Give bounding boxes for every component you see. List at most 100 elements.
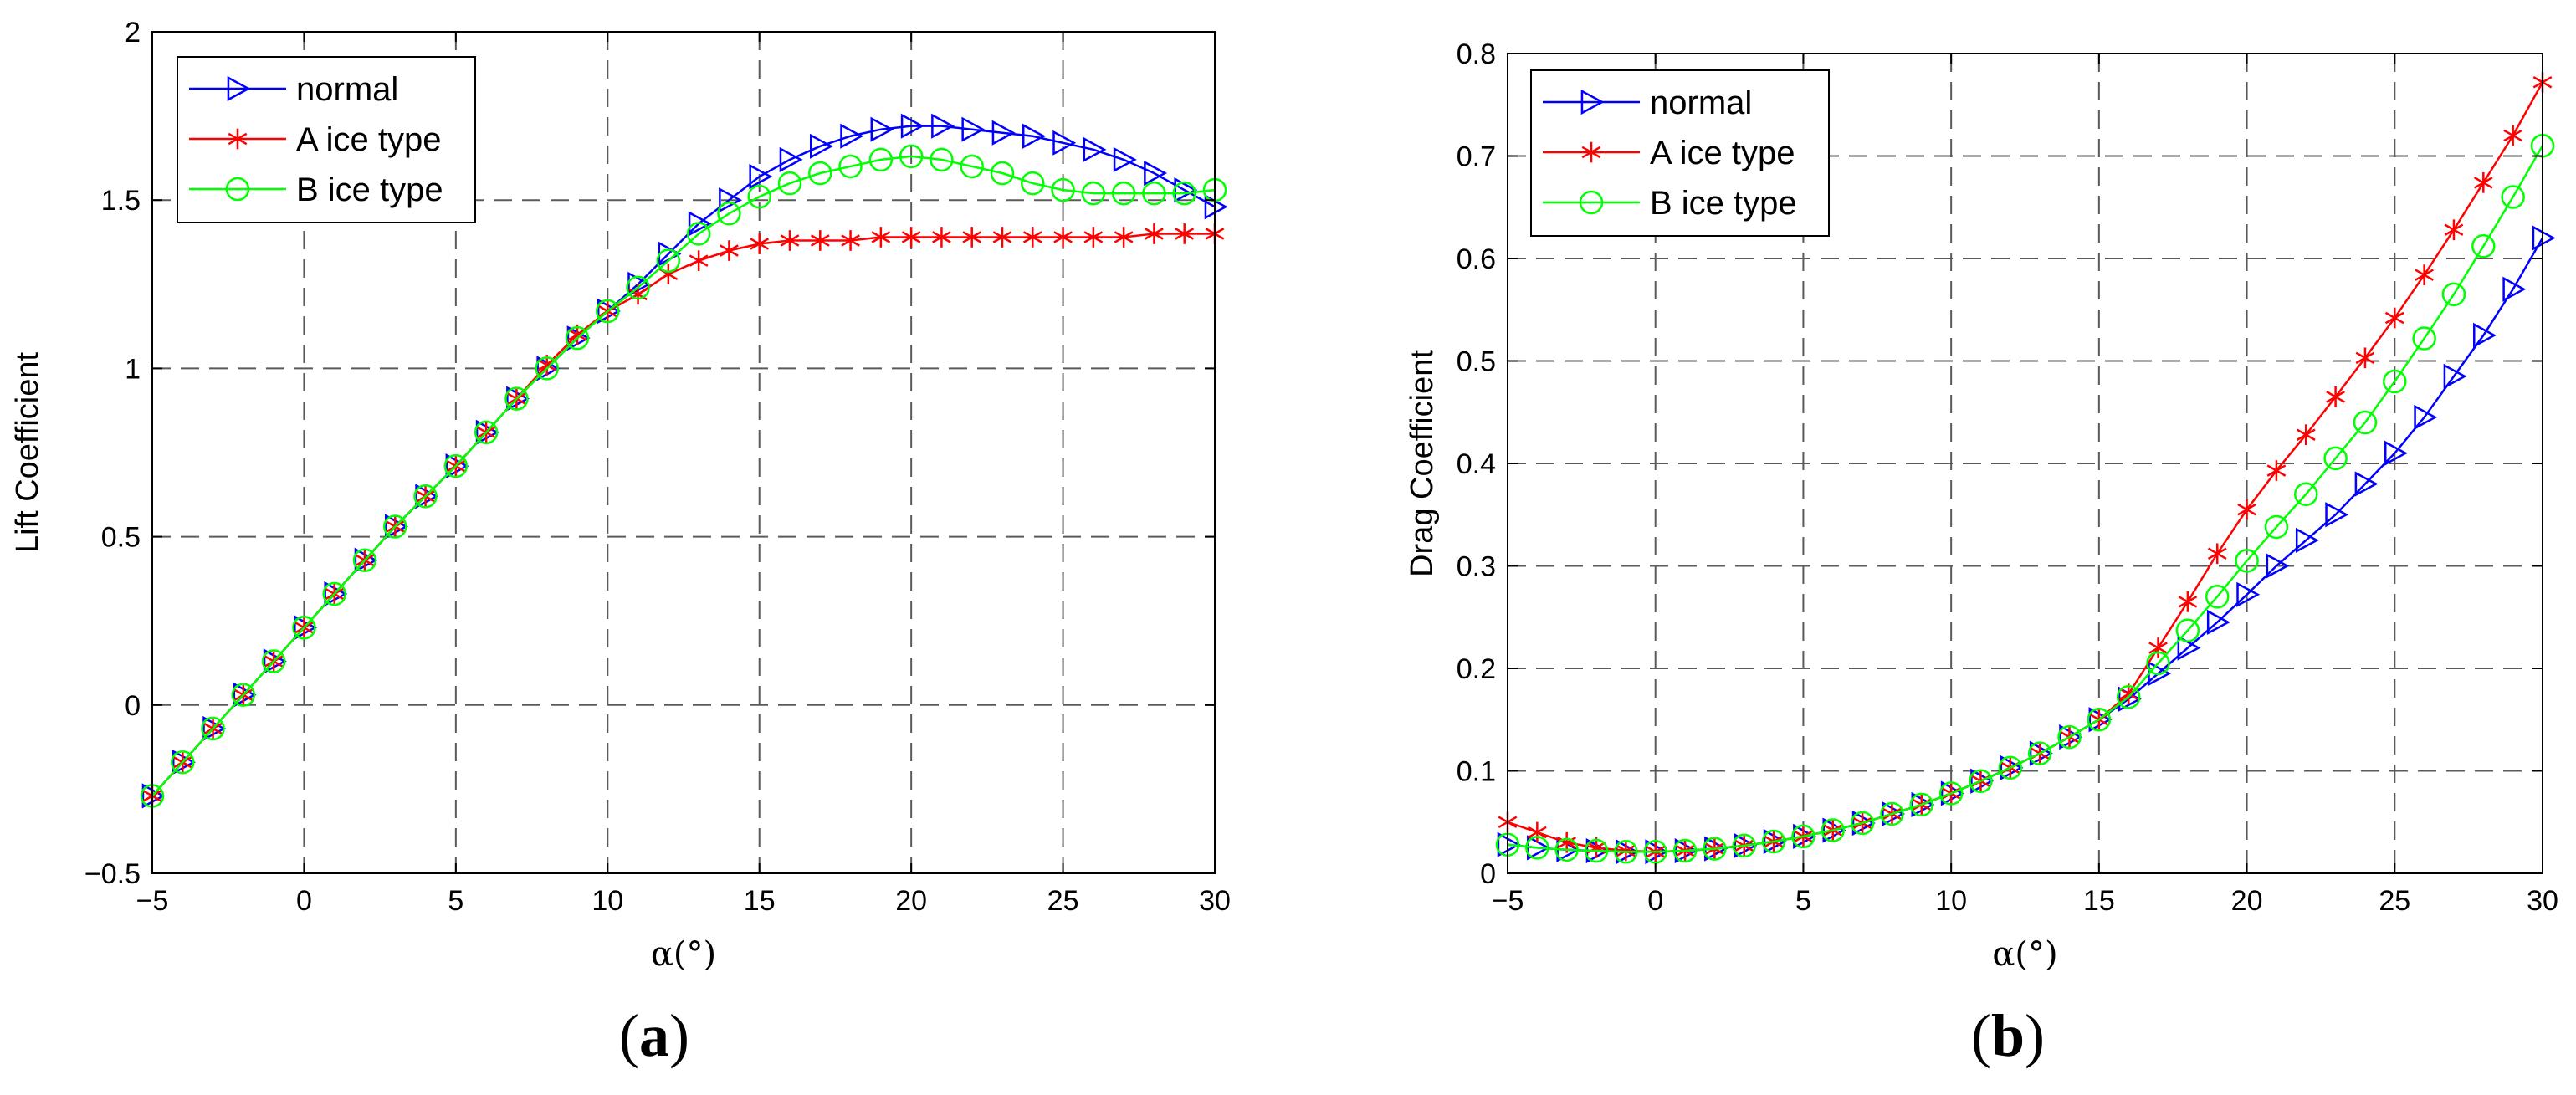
data-point: [749, 163, 773, 190]
asterisk-stroke: [1114, 231, 1134, 243]
data-point: [838, 154, 863, 179]
asterisk-stroke: [780, 234, 800, 247]
data-point: [1938, 781, 1964, 806]
data-point: [1584, 838, 1609, 863]
data-point: [261, 649, 286, 673]
caption-letter: b: [1991, 1002, 2025, 1069]
asterisk-stroke: [689, 254, 709, 267]
data-point: [870, 116, 894, 142]
data-point: [899, 144, 924, 169]
y-axis-label: Lift Coefficient: [10, 352, 45, 554]
legend-label: normal: [1650, 84, 1752, 121]
data-point: [2325, 502, 2349, 528]
asterisk-stroke: [2207, 547, 2227, 560]
data-point: [1052, 130, 1077, 156]
legend: normal A ice type B ice type: [1530, 69, 1830, 237]
x-tick-label: 0: [296, 885, 312, 917]
caption-close-paren: ): [2025, 1002, 2045, 1069]
data-point: [1172, 181, 1196, 206]
asterisk-stroke: [720, 244, 739, 257]
data-point: [871, 227, 891, 248]
panel-a-lift-chart: −5 0 5 10 15 20 25 30 −0.5 0 0.5 1 1.5 2 Lift Coeffic…: [10, 17, 1231, 1069]
data-point: [565, 325, 590, 351]
asterisk-stroke: [2384, 311, 2404, 325]
data-point: [2441, 282, 2466, 307]
data-point: [2264, 514, 2289, 540]
data-point: [780, 230, 800, 251]
data-point: [2294, 482, 2318, 506]
x-tick-label: 25: [1047, 885, 1079, 917]
y-tick-label: 0.8: [1457, 38, 1496, 70]
data-point: [626, 275, 650, 300]
data-point: [2503, 125, 2523, 146]
data-point: [656, 248, 681, 273]
data-point: [2235, 549, 2259, 573]
caption-close-paren: ): [669, 1002, 689, 1069]
asterisk-stroke: [2473, 177, 2493, 189]
asterisk-stroke: [2326, 391, 2345, 403]
data-point: [2414, 404, 2438, 430]
legend-marker: [225, 177, 250, 202]
data-point: [2326, 386, 2345, 407]
data-point: [1969, 769, 1993, 793]
data-point: [719, 187, 743, 213]
data-point: [2355, 347, 2375, 369]
caption-open-paren: (: [1971, 1002, 1991, 1069]
y-tick-label: 0.1: [1457, 756, 1496, 788]
data-point: [1081, 181, 1106, 206]
x-tick-label: 25: [2379, 885, 2410, 917]
data-point: [1174, 177, 1198, 203]
legend-marker: [1580, 89, 1605, 115]
legend-marker: [228, 128, 248, 150]
x-tick-label: 10: [1935, 885, 1967, 917]
data-point: [1175, 223, 1195, 244]
data-point: [1643, 840, 1667, 864]
data-point: [809, 133, 833, 159]
data-point: [2296, 424, 2316, 446]
legend-entry: B ice type: [189, 171, 443, 208]
data-point: [840, 123, 864, 149]
data-point: [841, 230, 860, 251]
data-point: [1083, 227, 1104, 248]
data-point: [474, 420, 499, 445]
asterisk-stroke: [567, 328, 587, 341]
data-point: [2027, 741, 2052, 765]
data-point: [2237, 499, 2256, 520]
data-point: [777, 171, 802, 196]
data-point: [932, 227, 951, 248]
series-b-ice-type: [1495, 134, 2555, 864]
data-point: [2116, 685, 2141, 709]
asterisk-stroke: [841, 234, 860, 247]
data-point: [2175, 618, 2200, 642]
x-tick-label: 0: [1647, 885, 1663, 917]
legend-box: [1530, 69, 1830, 237]
data-point: [231, 683, 256, 707]
y-tick-label: −0.5: [85, 858, 141, 890]
x-tick-label: 15: [2083, 885, 2115, 917]
data-point: [2412, 326, 2436, 351]
series-b-ice-type: [140, 144, 1227, 808]
data-point: [2177, 635, 2201, 661]
data-point: [2501, 185, 2525, 209]
panel-b-drag-chart: −5 0 5 10 15 20 25 3000.10.20.30.40.50.60.70.8 …: [1405, 38, 2558, 1069]
data-point: [992, 227, 1012, 248]
data-point: [2207, 543, 2227, 565]
y-tick-label: 0.2: [1457, 653, 1496, 685]
data-point: [2383, 369, 2407, 394]
asterisk-stroke: [750, 238, 770, 250]
data-point: [504, 386, 529, 411]
data-point: [1053, 227, 1073, 248]
data-point: [750, 233, 770, 254]
data-point: [930, 147, 954, 172]
panel-caption: (b): [1971, 1002, 2045, 1069]
asterisk-stroke: [2266, 464, 2287, 477]
data-point: [717, 202, 741, 226]
data-point: [535, 356, 559, 381]
y-tick-label: 0.5: [1457, 346, 1496, 378]
asterisk-stroke: [1175, 228, 1195, 240]
asterisk-stroke: [2296, 428, 2316, 441]
x-tick-label: 30: [1199, 885, 1231, 917]
data-point: [201, 716, 225, 741]
y-tick-label: 1.5: [101, 185, 141, 217]
legend-marker: [227, 75, 251, 102]
